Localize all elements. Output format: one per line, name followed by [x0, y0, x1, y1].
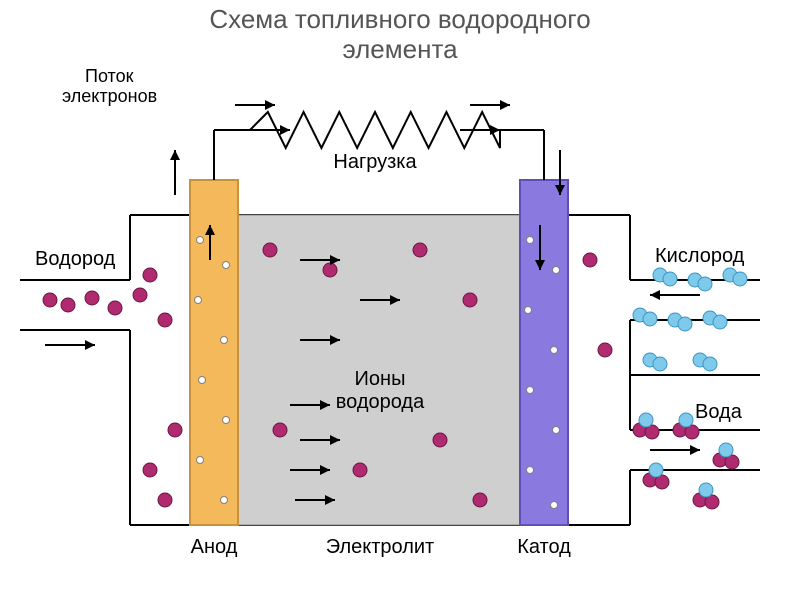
hydrogen-particle: [598, 343, 612, 357]
label-ions-1: Ионы: [355, 368, 406, 390]
oxygen-molecule: [723, 268, 747, 286]
label-electron-flow-2: электронов: [62, 86, 157, 106]
label-water: Вода: [695, 401, 743, 423]
title-line1: Схема топливного водородного: [209, 4, 590, 34]
pore: [223, 262, 230, 269]
label-electron-flow-1: Поток: [85, 66, 134, 86]
label-electrolyte: Электролит: [326, 536, 434, 558]
hydrogen-particle: [158, 493, 172, 507]
pore: [221, 337, 228, 344]
anode: [190, 180, 238, 525]
water-molecule: [633, 413, 659, 439]
pore: [553, 427, 560, 434]
water-molecule: [693, 483, 719, 509]
pore: [197, 237, 204, 244]
water-molecule: [643, 463, 669, 489]
oxygen-molecule: [643, 353, 667, 371]
pore: [527, 237, 534, 244]
pore: [197, 457, 204, 464]
title-line2: элемента: [342, 34, 458, 64]
label-load: Нагрузка: [333, 151, 417, 173]
hydrogen-particle: [133, 288, 147, 302]
water-molecule: [713, 443, 739, 469]
hydrogen-particle: [263, 243, 277, 257]
pore: [551, 347, 558, 354]
hydrogen-particle: [168, 423, 182, 437]
oxygen-molecule: [633, 308, 657, 326]
hydrogen-particle: [143, 268, 157, 282]
oxygen-molecule: [693, 353, 717, 371]
hydrogen-particle: [61, 298, 75, 312]
pore: [527, 467, 534, 474]
pore: [199, 377, 206, 384]
label-ions-2: водорода: [336, 391, 425, 413]
pore: [221, 497, 228, 504]
cathode: [520, 180, 568, 525]
pore: [527, 387, 534, 394]
label-hydrogen: Водород: [35, 248, 116, 270]
oxygen-molecule: [703, 311, 727, 329]
hydrogen-particle: [43, 293, 57, 307]
hydrogen-particle: [433, 433, 447, 447]
oxygen-molecule: [668, 313, 692, 331]
hydrogen-particle: [108, 301, 122, 315]
pore: [223, 417, 230, 424]
label-anode: Анод: [191, 536, 238, 558]
pore: [553, 267, 560, 274]
oxygen-molecule: [688, 273, 712, 291]
hydrogen-particle: [158, 313, 172, 327]
oxygen-molecule: [653, 268, 677, 286]
pore: [551, 502, 558, 509]
hydrogen-particle: [143, 463, 157, 477]
hydrogen-particle: [463, 293, 477, 307]
hydrogen-particle: [583, 253, 597, 267]
hydrogen-particle: [353, 463, 367, 477]
pore: [195, 297, 202, 304]
label-oxygen: Кислород: [655, 245, 745, 267]
label-cathode: Катод: [517, 536, 571, 558]
hydrogen-particle: [323, 263, 337, 277]
hydrogen-particle: [413, 243, 427, 257]
hydrogen-particle: [85, 291, 99, 305]
hydrogen-particle: [273, 423, 287, 437]
pore: [525, 307, 532, 314]
hydrogen-particle: [473, 493, 487, 507]
